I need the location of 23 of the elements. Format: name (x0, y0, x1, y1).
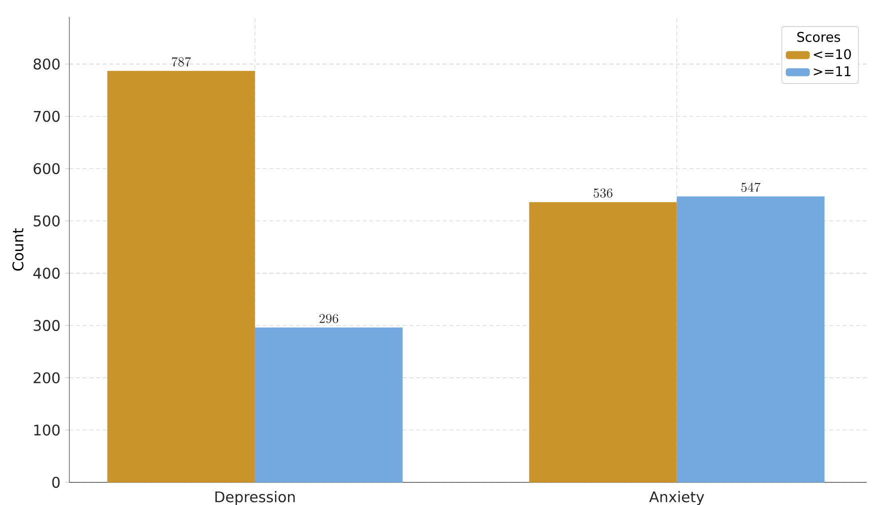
y-tick-label: 600 (34, 163, 60, 174)
y-tick-label: 0 (52, 476, 60, 488)
x-tick-label: Anxiety (649, 491, 704, 505)
bar (529, 202, 677, 482)
y-tick-label: 800 (34, 58, 60, 70)
data-label: 536 (594, 188, 612, 198)
bar (676, 196, 824, 482)
y-axis-title: Count (12, 228, 24, 271)
bar (254, 328, 403, 482)
legend-title: Scores (797, 32, 840, 42)
y-tick-label: 700 (34, 110, 60, 122)
data-label: 547 (741, 182, 760, 192)
y-tick-label: 500 (34, 215, 60, 226)
y-tick-label: 200 (34, 372, 60, 384)
legend-label: <=10 (814, 49, 851, 60)
data-label: 787 (172, 57, 191, 66)
data-label: 296 (319, 314, 338, 324)
y-tick-label: 300 (34, 320, 60, 332)
legend-label: >=11 (814, 66, 851, 76)
y-tick-label: 100 (34, 424, 60, 436)
y-tick-label: 400 (33, 268, 60, 279)
bar (107, 70, 255, 482)
x-tick-label: Depression (215, 491, 295, 505)
